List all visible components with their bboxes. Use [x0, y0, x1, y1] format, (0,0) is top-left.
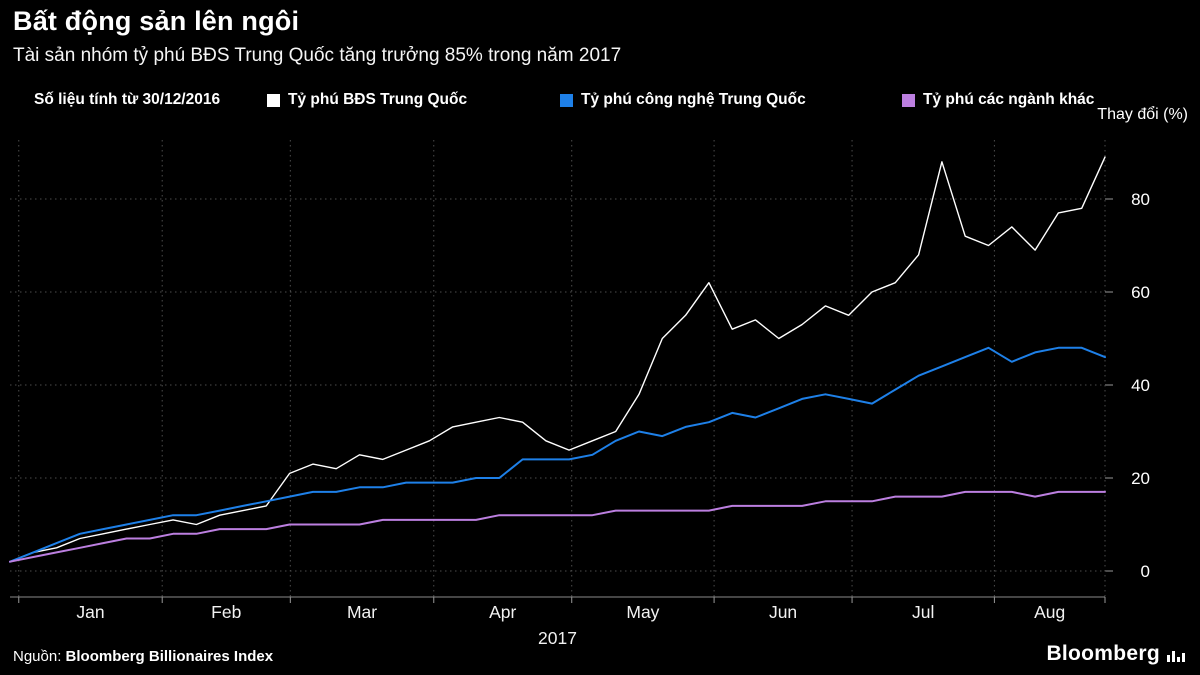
month-label: May: [626, 602, 659, 622]
legend-note: Số liệu tính từ 30/12/2016: [34, 91, 221, 108]
y-axis-title: Thay đổi (%): [1097, 106, 1188, 123]
y-tick-label: 60: [1131, 283, 1150, 302]
page-subtitle: Tài sản nhóm tỷ phú BĐS Trung Quốc tăng …: [13, 45, 622, 66]
month-label: Mar: [347, 602, 377, 622]
series-line-0: [9, 156, 1106, 563]
month-label: Feb: [211, 602, 241, 622]
series-line-1: [9, 346, 1106, 563]
bloomberg-logo-icon: [1167, 650, 1185, 662]
legend-label-tech: Tỷ phú công nghệ Trung Quốc: [581, 91, 806, 108]
source-line: Nguồn: Bloomberg Billionaires Index: [13, 648, 273, 665]
legend-item-other: Tỷ phú các ngành khác: [902, 91, 1094, 109]
month-label: Jun: [769, 602, 797, 622]
month-label: Apr: [489, 602, 516, 622]
month-label: Jul: [912, 602, 934, 622]
legend-swatch-real-estate-icon: [267, 93, 280, 107]
legend-item-real-estate: Tỷ phú BĐS Trung Quốc: [267, 91, 467, 109]
y-tick-label: 0: [1141, 562, 1150, 581]
source-label: Nguồn:: [13, 648, 62, 665]
legend-label-other: Tỷ phú các ngành khác: [923, 91, 1095, 108]
bloomberg-wordmark: Bloomberg: [1046, 642, 1160, 665]
month-label: Jan: [76, 602, 104, 622]
source-value: Bloomberg Billionaires Index: [65, 648, 274, 665]
month-label: Aug: [1034, 602, 1065, 622]
bloomberg-logo: Bloomberg: [1046, 642, 1188, 666]
page-title: Bất động sản lên ngôi: [13, 6, 300, 36]
series-line-2: [9, 490, 1106, 563]
year-label: 2017: [538, 628, 577, 648]
legend-swatch-tech-icon: [560, 93, 573, 107]
legend-label-real-estate: Tỷ phú BĐS Trung Quốc: [288, 91, 468, 108]
y-tick-label: 40: [1131, 376, 1150, 395]
legend-swatch-other-icon: [902, 93, 915, 107]
legend-item-tech: Tỷ phú công nghệ Trung Quốc: [560, 91, 806, 109]
y-tick-label: 80: [1131, 190, 1150, 209]
y-tick-label: 20: [1131, 469, 1150, 488]
